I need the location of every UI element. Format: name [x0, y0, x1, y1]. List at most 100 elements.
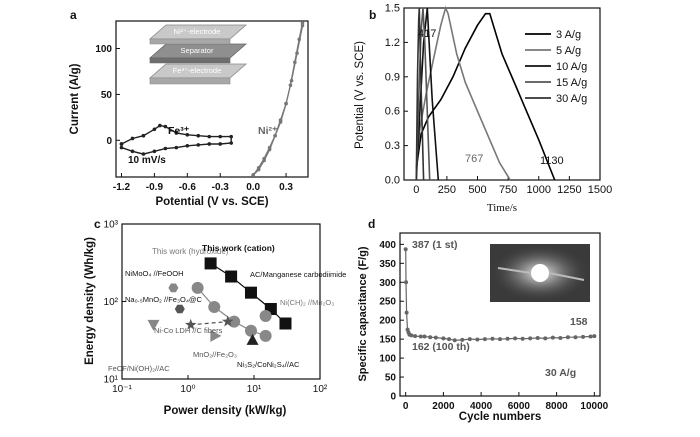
led-lead-left: [497, 267, 532, 274]
panel-a-data-point: [174, 131, 179, 135]
panel-a-data-point: [141, 133, 146, 138]
top-electrode-label: Ni²⁺-electrode: [174, 27, 221, 36]
final-value-label: 158: [570, 316, 588, 328]
panel-c-y-tick-label: 10²: [104, 297, 119, 308]
panel-a-data-point: [288, 83, 293, 88]
panel-a-data-point: [119, 142, 124, 146]
panel-b-y-axis-label: Potential (V vs. SCE): [354, 41, 366, 149]
panel-d-y-tick-label: 150: [379, 335, 396, 346]
panel-b-y-tick-label: 1.5: [385, 3, 400, 15]
panel-c-data-point: [244, 324, 257, 337]
panel-a-data-point: [185, 144, 190, 148]
label-1130: 1130: [540, 155, 564, 167]
panel-d-data-point: [428, 335, 433, 340]
panel-d-data-point: [482, 337, 487, 342]
panel-a-x-tick-label: -0.6: [179, 182, 197, 193]
panel-a-data-point: [300, 21, 305, 25]
panel-d-y-tick-label: 0: [390, 392, 396, 403]
panel-c-data-point: [210, 329, 222, 342]
panel-c-x-tick-label: 10⁰: [180, 384, 195, 395]
panel-b-x-tick-label: 0: [413, 184, 419, 196]
panel-a-data-point: [229, 141, 233, 145]
panel-a-data-point: [196, 143, 201, 147]
panel-b-x-tick-label: 500: [468, 184, 486, 196]
panel-b-legend: 3 A/g 5 A/g 10 A/g 15 A/g 30 A/g: [525, 29, 587, 105]
ac-carbodiimide-label: AC/Manganese carbodiimide: [250, 270, 346, 279]
panel-a-data-point: [273, 133, 277, 138]
panel-d-frame: [399, 232, 601, 397]
panel-d-y-tick-label: 50: [385, 373, 397, 384]
legend-label: 30 A/g: [556, 93, 587, 105]
panel-d-data-point: [467, 337, 472, 342]
separator-label: Separator: [181, 46, 214, 55]
panel-a-data-point: [141, 152, 146, 156]
panel-c-y-tick-label: 10³: [104, 220, 119, 231]
legend-label: 3 A/g: [556, 29, 581, 41]
panel-a-data-point: [297, 37, 302, 42]
panel-c-x-axis-label: Power density (kW/kg): [164, 405, 287, 417]
panel-d-y-ticks: 0 50 100 150 200 250 300 350 400: [379, 240, 404, 403]
panel-b-x-tick-label: 250: [438, 184, 456, 196]
panel-a-y-ticks: 0 50 100: [95, 44, 120, 147]
panel-d-data-point: [528, 336, 533, 341]
panel-d-data-point: [505, 336, 510, 341]
panel-c-data-point: [174, 304, 185, 314]
panel-a-data-point: [174, 145, 179, 150]
separator-edge: [149, 57, 231, 64]
panel-a-data-point: [218, 142, 223, 146]
panel-d-x-axis-label: Cycle numbers: [459, 411, 541, 423]
first-cycle-label: 387 (1 st): [412, 239, 458, 251]
panel-c: c 10⁻¹ 10⁰ 10¹ 10² 10¹ 10² 10³ Power density …: [84, 217, 346, 417]
panel-d-x-tick-label: 2000: [432, 401, 455, 412]
label-767: 767: [465, 153, 483, 165]
panel-a-data-point: [295, 51, 299, 55]
panel-c-y-tick-label: 10¹: [104, 375, 119, 386]
panel-b-y-tick-label: 0.3: [385, 140, 400, 152]
panel-a-y-tick-label: 100: [95, 44, 112, 55]
panel-c-letter: c: [94, 217, 101, 231]
panel-c-data-point: [222, 315, 234, 327]
panel-a-x-tick-label: -1.2: [113, 182, 131, 193]
panel-d-y-tick-label: 250: [379, 297, 396, 308]
nico-ldh-label: Ni-Co LDH //C fibers: [154, 326, 223, 335]
panel-a-data-point: [229, 134, 233, 139]
panel-a-x-ticks: -1.2 -0.9 -0.6 -0.3 0.0 0.3: [113, 173, 293, 193]
panel-b-series: [415, 5, 556, 181]
panel-d-data-point: [550, 335, 555, 340]
panel-a-data-point: [278, 118, 283, 122]
panel-d-data-point: [409, 333, 414, 338]
panel-b-x-ticks: 0 250 500 750 1000 1250 1500: [413, 176, 612, 196]
panel-a-data-point: [207, 142, 212, 146]
panel-a-x-tick-label: 0.0: [246, 182, 260, 193]
panel-d-y-tick-label: 350: [379, 259, 396, 270]
panel-a-data-point: [130, 149, 135, 154]
ni-annotation: Ni²⁺: [258, 125, 278, 137]
panel-c-data-point: [228, 315, 241, 328]
panel-a: a -1.2 -0.9 -0.6 -0.3 0.0 0.3 0 50 100 Potentia…: [69, 8, 309, 208]
panel-d-data-point: [592, 334, 597, 339]
panel-a-data-point: [158, 123, 162, 128]
namno2-fe3o4-label: Na₀.₅MnO₂ //Fe₃O₄@C: [125, 295, 203, 304]
bottom-electrode-edge: [149, 77, 231, 85]
panel-c-x-tick-label: 10¹: [247, 384, 262, 395]
panel-a-x-axis-label: Potential (V vs. SCE): [155, 196, 268, 208]
panel-a-x-tick-label: -0.9: [146, 182, 164, 193]
panel-a-frame: [115, 20, 309, 178]
panel-d-data-point: [565, 335, 570, 340]
panel-d-data-point: [588, 334, 593, 339]
panel-d-series: [403, 247, 597, 343]
panel-d-y-axis-label: Specific capacitance (F/g): [357, 246, 369, 381]
panel-b-y-tick-label: 0.0: [385, 175, 400, 187]
panel-a-y-axis-label: Current (A/g): [69, 63, 81, 134]
panel-d-data-point: [543, 336, 548, 341]
scan-rate-annotation: 10 mV/s: [128, 155, 166, 166]
panel-c-data-point: [191, 281, 204, 294]
legend-label: 10 A/g: [556, 61, 587, 73]
panel-a-data-point: [251, 173, 255, 177]
panel-a-data-point: [289, 78, 294, 83]
panel-c-data-point: [259, 309, 272, 322]
panel-d-y-tick-label: 400: [379, 240, 396, 251]
nich2-mn2o3-label: Ni(CH)₂ //Mn₂O₃: [280, 298, 334, 307]
this-work-cation-label: This work (cation): [202, 243, 275, 253]
panel-a-data-point: [185, 132, 190, 137]
